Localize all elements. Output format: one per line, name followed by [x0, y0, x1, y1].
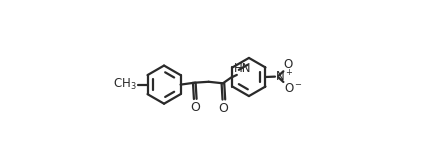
Text: CH$_3$: CH$_3$ [113, 77, 137, 92]
Text: HN: HN [233, 63, 251, 75]
Text: O: O [284, 57, 293, 71]
Text: N$^+$: N$^+$ [275, 69, 294, 84]
Text: O: O [219, 102, 229, 115]
Text: O: O [190, 101, 200, 114]
Text: O$^-$: O$^-$ [284, 82, 303, 95]
